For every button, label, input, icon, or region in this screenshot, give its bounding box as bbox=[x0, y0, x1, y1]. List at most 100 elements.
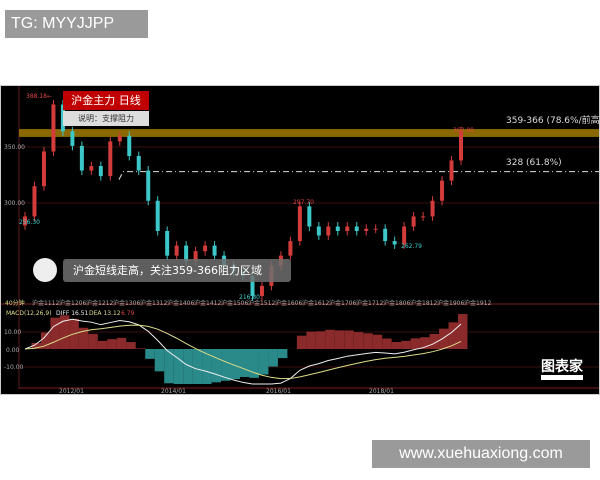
candle bbox=[288, 241, 293, 256]
macd-bar bbox=[410, 338, 421, 349]
contract-label: 沪金1712 bbox=[356, 300, 384, 307]
macd-bar bbox=[230, 349, 240, 380]
xtick: 2014/01 bbox=[161, 388, 186, 395]
candle bbox=[402, 226, 407, 245]
macd-dea-line bbox=[24, 324, 462, 380]
chart-note: 说明：支撑阻力 bbox=[63, 111, 149, 126]
xtick: 2012/01 bbox=[59, 388, 84, 395]
contract-label: 沪金1612 bbox=[302, 300, 330, 307]
avatar-icon bbox=[33, 258, 57, 282]
candle bbox=[383, 228, 388, 242]
candle bbox=[449, 160, 454, 181]
candle bbox=[335, 226, 340, 231]
contract-label: 沪金1506 bbox=[221, 300, 249, 307]
macd-bar bbox=[107, 339, 117, 349]
macd-bar bbox=[268, 349, 278, 367]
high-label: 388.18← bbox=[26, 93, 53, 100]
candle bbox=[70, 131, 75, 146]
macd-bar bbox=[249, 349, 259, 378]
macd-bar bbox=[211, 349, 222, 383]
macd-diff: DIFF 16.51 bbox=[56, 310, 89, 317]
macd-bar bbox=[59, 315, 70, 349]
contract-label: 沪金1806 bbox=[383, 300, 411, 307]
mid-high-label: 297.70 bbox=[293, 199, 314, 206]
contract-label: 沪金1212 bbox=[86, 300, 114, 307]
macd-bar bbox=[277, 349, 288, 359]
candle bbox=[174, 245, 179, 256]
macd-bar bbox=[296, 335, 307, 349]
ytick-300: 300.00 bbox=[4, 200, 25, 207]
candle bbox=[411, 216, 416, 227]
contract-label: 沪金1906 bbox=[437, 300, 465, 307]
macd-bar bbox=[439, 328, 449, 349]
candle bbox=[32, 186, 37, 217]
watermark: TG: MYYJJPP bbox=[5, 10, 148, 38]
contract-label: 沪金1406 bbox=[167, 300, 195, 307]
candle bbox=[127, 135, 132, 156]
macd-bar bbox=[240, 349, 250, 377]
candle bbox=[155, 200, 160, 231]
macd-bar bbox=[135, 348, 146, 349]
contract-label: 40分钟 bbox=[5, 300, 25, 307]
mid-low-label: 262.79 bbox=[401, 243, 422, 250]
macd-bar bbox=[183, 349, 193, 384]
macd-bar bbox=[88, 333, 98, 349]
macd-bar bbox=[382, 338, 392, 349]
macd-bar bbox=[458, 314, 468, 349]
candle bbox=[421, 216, 426, 218]
candle bbox=[203, 245, 208, 252]
macd-bar bbox=[164, 349, 174, 384]
contract-label: 沪金1512 bbox=[248, 300, 276, 307]
macd-bar bbox=[363, 333, 373, 349]
candle bbox=[60, 104, 65, 132]
candle bbox=[392, 241, 397, 245]
macd-ytick-0: 0.00 bbox=[6, 347, 20, 354]
candle bbox=[23, 216, 27, 226]
candle bbox=[184, 245, 189, 262]
macd-bar bbox=[221, 349, 231, 381]
contract-label: 沪金1912 bbox=[464, 300, 492, 307]
macd-bar bbox=[192, 349, 203, 384]
candle bbox=[354, 226, 359, 231]
macd-bar bbox=[173, 349, 184, 384]
macd-bar bbox=[401, 340, 411, 349]
level-resistance-label: 359-366 (78.6%/前高) bbox=[506, 116, 600, 126]
macd-bar bbox=[315, 331, 326, 349]
low-label: 216.80 bbox=[239, 294, 260, 301]
candle bbox=[430, 200, 435, 217]
macd-bar bbox=[334, 330, 345, 349]
macd-bar bbox=[31, 342, 41, 349]
macd-bar bbox=[420, 337, 430, 349]
chart-canvas bbox=[1, 86, 599, 389]
contract-label: 沪金1706 bbox=[329, 300, 357, 307]
candle bbox=[297, 206, 302, 242]
macd-diff-line bbox=[24, 318, 462, 385]
callout-text: 沪金短线走高，关注359-366阻力区域 bbox=[63, 259, 291, 282]
candle bbox=[259, 285, 264, 296]
candle bbox=[250, 275, 255, 296]
candle bbox=[326, 226, 331, 236]
candle bbox=[108, 141, 113, 177]
macd-bar bbox=[372, 334, 383, 349]
macd-bar bbox=[40, 332, 51, 349]
xtick: 2016/01 bbox=[266, 388, 291, 395]
macd-value: 6.79 bbox=[121, 310, 135, 317]
chart-title: 沪金主力 日线 bbox=[63, 91, 149, 110]
macd-bar bbox=[50, 317, 60, 349]
macd-dea: DEA 13.12 bbox=[89, 310, 121, 317]
candle bbox=[440, 180, 445, 201]
last-high-label: 363.90 bbox=[453, 127, 474, 134]
candle bbox=[136, 155, 141, 171]
candle bbox=[316, 226, 321, 236]
macd-bar bbox=[391, 341, 402, 349]
contract-label: 沪金1606 bbox=[275, 300, 303, 307]
candle bbox=[41, 151, 46, 187]
candle bbox=[79, 145, 84, 171]
macd-legend: MACD(12,26,9) bbox=[6, 310, 52, 317]
macd-ytick-neg10: -10.00 bbox=[4, 364, 24, 371]
site-watermark: www.xuehuaxiong.com bbox=[372, 440, 590, 468]
candle bbox=[212, 245, 217, 256]
logo: 图表家 bbox=[541, 359, 583, 380]
macd-ytick-10: 10.00 bbox=[4, 329, 22, 336]
xtick: 2018/01 bbox=[369, 388, 394, 395]
